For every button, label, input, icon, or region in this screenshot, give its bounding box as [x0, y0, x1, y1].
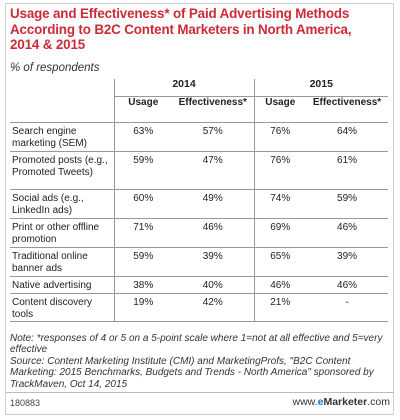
value-cell: 40%: [172, 276, 255, 294]
value-cell: 63%: [113, 122, 172, 152]
value-cell: 60%: [113, 189, 172, 219]
table-row: Promoted posts (e.g., Promoted Tweets) 59…: [10, 151, 389, 190]
year-header-row: 2014 2015: [10, 78, 389, 97]
value-cell: 74%: [253, 189, 307, 219]
value-cell: 42%: [172, 293, 255, 322]
value-cell: 39%: [306, 247, 389, 277]
chart-id: 180883: [10, 398, 41, 408]
column-header-usage-2014: Usage: [113, 96, 172, 123]
logo-marketer: Marketer: [323, 396, 368, 408]
value-cell: 21%: [253, 293, 307, 322]
column-header-effectiveness-2015: Effectiveness*: [306, 96, 389, 123]
footer-divider: [6, 392, 394, 393]
row-label: Traditional online banner ads: [10, 247, 114, 277]
year-header-2015: 2015: [253, 78, 389, 97]
row-label: Search engine marketing (SEM): [10, 122, 114, 152]
value-cell: 59%: [113, 247, 172, 277]
value-cell: 39%: [172, 247, 255, 277]
value-cell: 47%: [172, 151, 255, 190]
table-row: Search engine marketing (SEM) 63% 57% 76% 64…: [10, 122, 389, 152]
value-cell: 76%: [253, 151, 307, 190]
value-cell: 76%: [253, 122, 307, 152]
chart-note: Note: *responses of 4 or 5 on a 5-point …: [10, 333, 390, 390]
chart-subtitle: % of respondents: [10, 62, 100, 74]
value-cell: 49%: [172, 189, 255, 219]
column-header-row: Usage Effectiveness* Usage Effectiveness…: [10, 96, 389, 123]
table-row: Native advertising 38% 40% 46% 46%: [10, 276, 389, 294]
data-table: 2014 2015 Usage Effectiveness* Usage Eff…: [10, 78, 389, 322]
column-header-usage-2015: Usage: [253, 96, 307, 123]
note-text: Note: *responses of 4 or 5 on a 5-point …: [10, 333, 383, 356]
value-cell: 59%: [306, 189, 389, 219]
value-cell: 46%: [172, 218, 255, 248]
value-cell: 46%: [306, 276, 389, 294]
source-text: Source: Content Marketing Institute (CMI…: [10, 355, 374, 390]
value-cell: 69%: [253, 218, 307, 248]
table-row: Print or other offline promotion 71% 46% 69…: [10, 218, 389, 248]
table-row: Content discovery tools 19% 42% 21% -: [10, 293, 389, 322]
value-cell: 57%: [172, 122, 255, 152]
row-label: Native advertising: [10, 276, 114, 294]
year-header-2014: 2014: [113, 78, 255, 97]
table-row: Traditional online banner ads 59% 39% 65% 39…: [10, 247, 389, 277]
table-row: Social ads (e.g., LinkedIn ads) 60% 49% 74%…: [10, 189, 389, 219]
emarketer-logo: www.eMarketer.com: [293, 396, 390, 408]
value-cell: 65%: [253, 247, 307, 277]
value-cell: 46%: [306, 218, 389, 248]
value-cell: 38%: [113, 276, 172, 294]
table-body: Search engine marketing (SEM) 63% 57% 76% 64…: [10, 122, 389, 322]
column-header-effectiveness-2014: Effectiveness*: [172, 96, 255, 123]
chart-frame: [5, 3, 394, 415]
logo-www: www.: [292, 396, 318, 408]
value-cell: 71%: [113, 218, 172, 248]
row-label: Promoted posts (e.g., Promoted Tweets): [10, 151, 114, 190]
logo-com: .com: [367, 396, 390, 408]
row-label: Content discovery tools: [10, 293, 114, 322]
value-cell: -: [306, 293, 389, 322]
chart-title: Usage and Effectiveness* of Paid Adverti…: [10, 6, 352, 53]
logo-e: e: [317, 396, 324, 408]
value-cell: 46%: [253, 276, 307, 294]
row-label: Print or other offline promotion: [10, 218, 114, 248]
value-cell: 61%: [306, 151, 389, 190]
row-label: Social ads (e.g., LinkedIn ads): [10, 189, 114, 219]
label-header-cell: [10, 96, 114, 123]
header-blank-cell: [10, 79, 114, 97]
value-cell: 19%: [113, 293, 172, 322]
value-cell: 64%: [306, 122, 389, 152]
value-cell: 59%: [113, 151, 172, 190]
